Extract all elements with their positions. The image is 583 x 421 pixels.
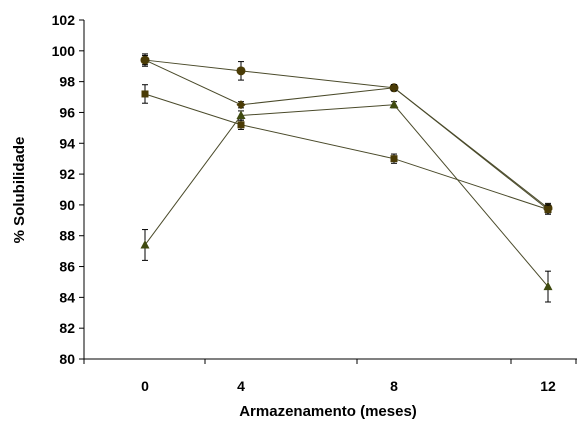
y-tick-label: 84 [59,289,75,305]
series-line [144,59,549,209]
y-tick-label: 98 [59,74,75,90]
series-circle [140,53,553,214]
data-point [140,55,150,65]
series-layer [140,53,553,303]
data-point [236,110,246,120]
x-tick-label: 12 [540,378,556,394]
y-tick-label: 88 [59,228,75,244]
data-point [140,239,150,249]
data-point [141,90,149,98]
data-point [389,83,399,93]
y-tick-label: 102 [52,12,76,28]
y-tick-label: 80 [59,351,75,367]
series-square [141,84,552,215]
y-tick-label: 96 [59,104,75,120]
data-point [389,99,399,109]
y-axis-title: % Solubilidade [11,137,28,244]
data-point [237,121,245,129]
series-diamond [140,54,553,215]
data-point [236,66,246,76]
y-axis-ticks: 80 82 84 86 88 90 92 94 96 98 100 102 [52,12,84,367]
x-tick-label: 0 [141,378,149,394]
series-line [144,104,549,287]
x-tick-label: 8 [390,378,398,394]
series-line [144,93,549,211]
data-point [236,100,246,110]
data-point [543,281,553,291]
x-axis-ticks: 0 4 8 12 [83,359,577,394]
x-tick-label: 4 [237,378,245,394]
data-point [390,155,398,163]
series-triangle [140,99,553,303]
y-tick-label: 92 [59,166,75,182]
y-tick-label: 100 [52,43,76,59]
y-tick-label: 82 [59,320,75,336]
data-point [544,206,552,214]
series-line [144,59,549,210]
y-tick-label: 90 [59,197,75,213]
y-tick-label: 94 [59,135,75,151]
y-tick-label: 86 [59,259,75,275]
x-axis-title: Armazenamento (meses) [239,403,417,420]
